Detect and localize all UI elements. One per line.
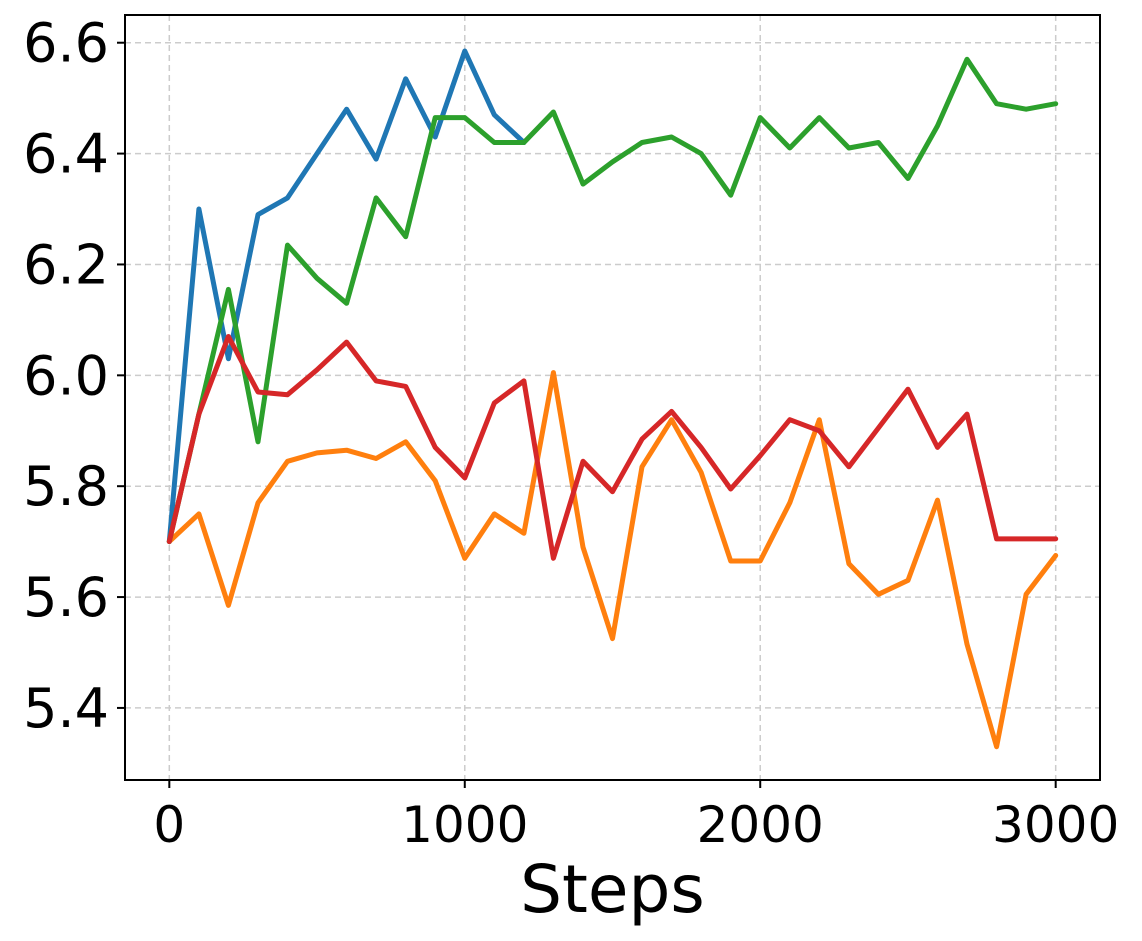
series-line-1 [166, 48, 527, 545]
x-tick-label: 1000 [401, 796, 528, 854]
y-tick-label: 5.4 [23, 677, 109, 740]
y-tick-label: 6.6 [23, 12, 109, 75]
y-tick-label: 5.6 [23, 566, 109, 629]
y-tick-label: 6.0 [23, 344, 109, 407]
series-line-2 [166, 370, 1059, 750]
x-axis-ticks: 0 1000 2000 3000 [153, 780, 1119, 854]
series-line-3 [166, 56, 1059, 545]
y-tick-label: 6.4 [23, 123, 109, 186]
y-tick-label: 5.8 [23, 455, 109, 518]
x-tick-label: 2000 [697, 796, 824, 854]
grid-lines [125, 15, 1100, 780]
y-tick-label: 6.2 [23, 233, 109, 296]
series-lines [166, 48, 1059, 750]
x-tick-label: 3000 [992, 796, 1119, 854]
series-line-4 [166, 334, 1059, 561]
x-axis-label: Steps [520, 851, 705, 928]
y-axis-ticks: 5.4 5.6 5.8 6.0 6.2 6.4 6.6 [23, 12, 125, 740]
plot-area-frame [124, 14, 1101, 781]
x-tick-label: 0 [153, 796, 185, 854]
